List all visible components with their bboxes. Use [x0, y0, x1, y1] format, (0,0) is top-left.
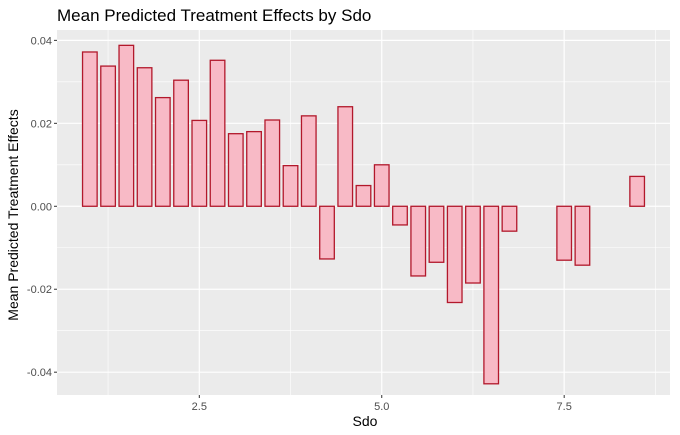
x-axis-title: Sdo — [353, 413, 378, 429]
bar — [264, 119, 281, 207]
y-tick-label: 0.04 — [31, 35, 52, 47]
bar — [556, 205, 573, 261]
bar — [319, 205, 335, 260]
y-tick-label: 0.00 — [31, 201, 52, 213]
y-tick-label: 0.02 — [31, 118, 52, 130]
bar — [227, 133, 244, 207]
bar — [246, 130, 262, 207]
bar — [446, 205, 463, 304]
bar — [337, 106, 354, 207]
bar — [501, 205, 518, 232]
bar — [574, 205, 591, 266]
y-tick-label: -0.02 — [27, 284, 52, 296]
bar — [300, 115, 317, 207]
bar — [154, 96, 171, 207]
bar — [629, 175, 646, 207]
bars — [81, 44, 646, 385]
bar — [410, 205, 427, 277]
y-axis: -0.04 -0.02 0.00 0.02 0.04 — [27, 35, 57, 379]
bar — [282, 164, 299, 207]
bar — [483, 205, 500, 385]
x-tick-label: 5.0 — [374, 401, 389, 413]
x-axis: 2.5 5.0 7.5 — [192, 395, 572, 413]
bar — [81, 51, 98, 207]
y-tick-label: -0.04 — [27, 367, 52, 379]
bar — [373, 164, 390, 207]
bar — [392, 205, 408, 226]
bar — [465, 205, 481, 284]
x-tick-label: 2.5 — [192, 401, 207, 413]
y-axis-title: Mean Predicted Treatment Effects — [5, 109, 21, 320]
bar — [100, 65, 117, 207]
bar — [428, 205, 445, 263]
bar — [355, 184, 372, 207]
bar — [173, 79, 190, 207]
bar — [191, 119, 208, 207]
chart-title: Mean Predicted Treatment Effects by Sdo — [57, 6, 371, 25]
bar — [209, 59, 226, 207]
bar — [136, 67, 153, 207]
x-tick-label: 7.5 — [557, 401, 572, 413]
bar — [118, 44, 135, 207]
